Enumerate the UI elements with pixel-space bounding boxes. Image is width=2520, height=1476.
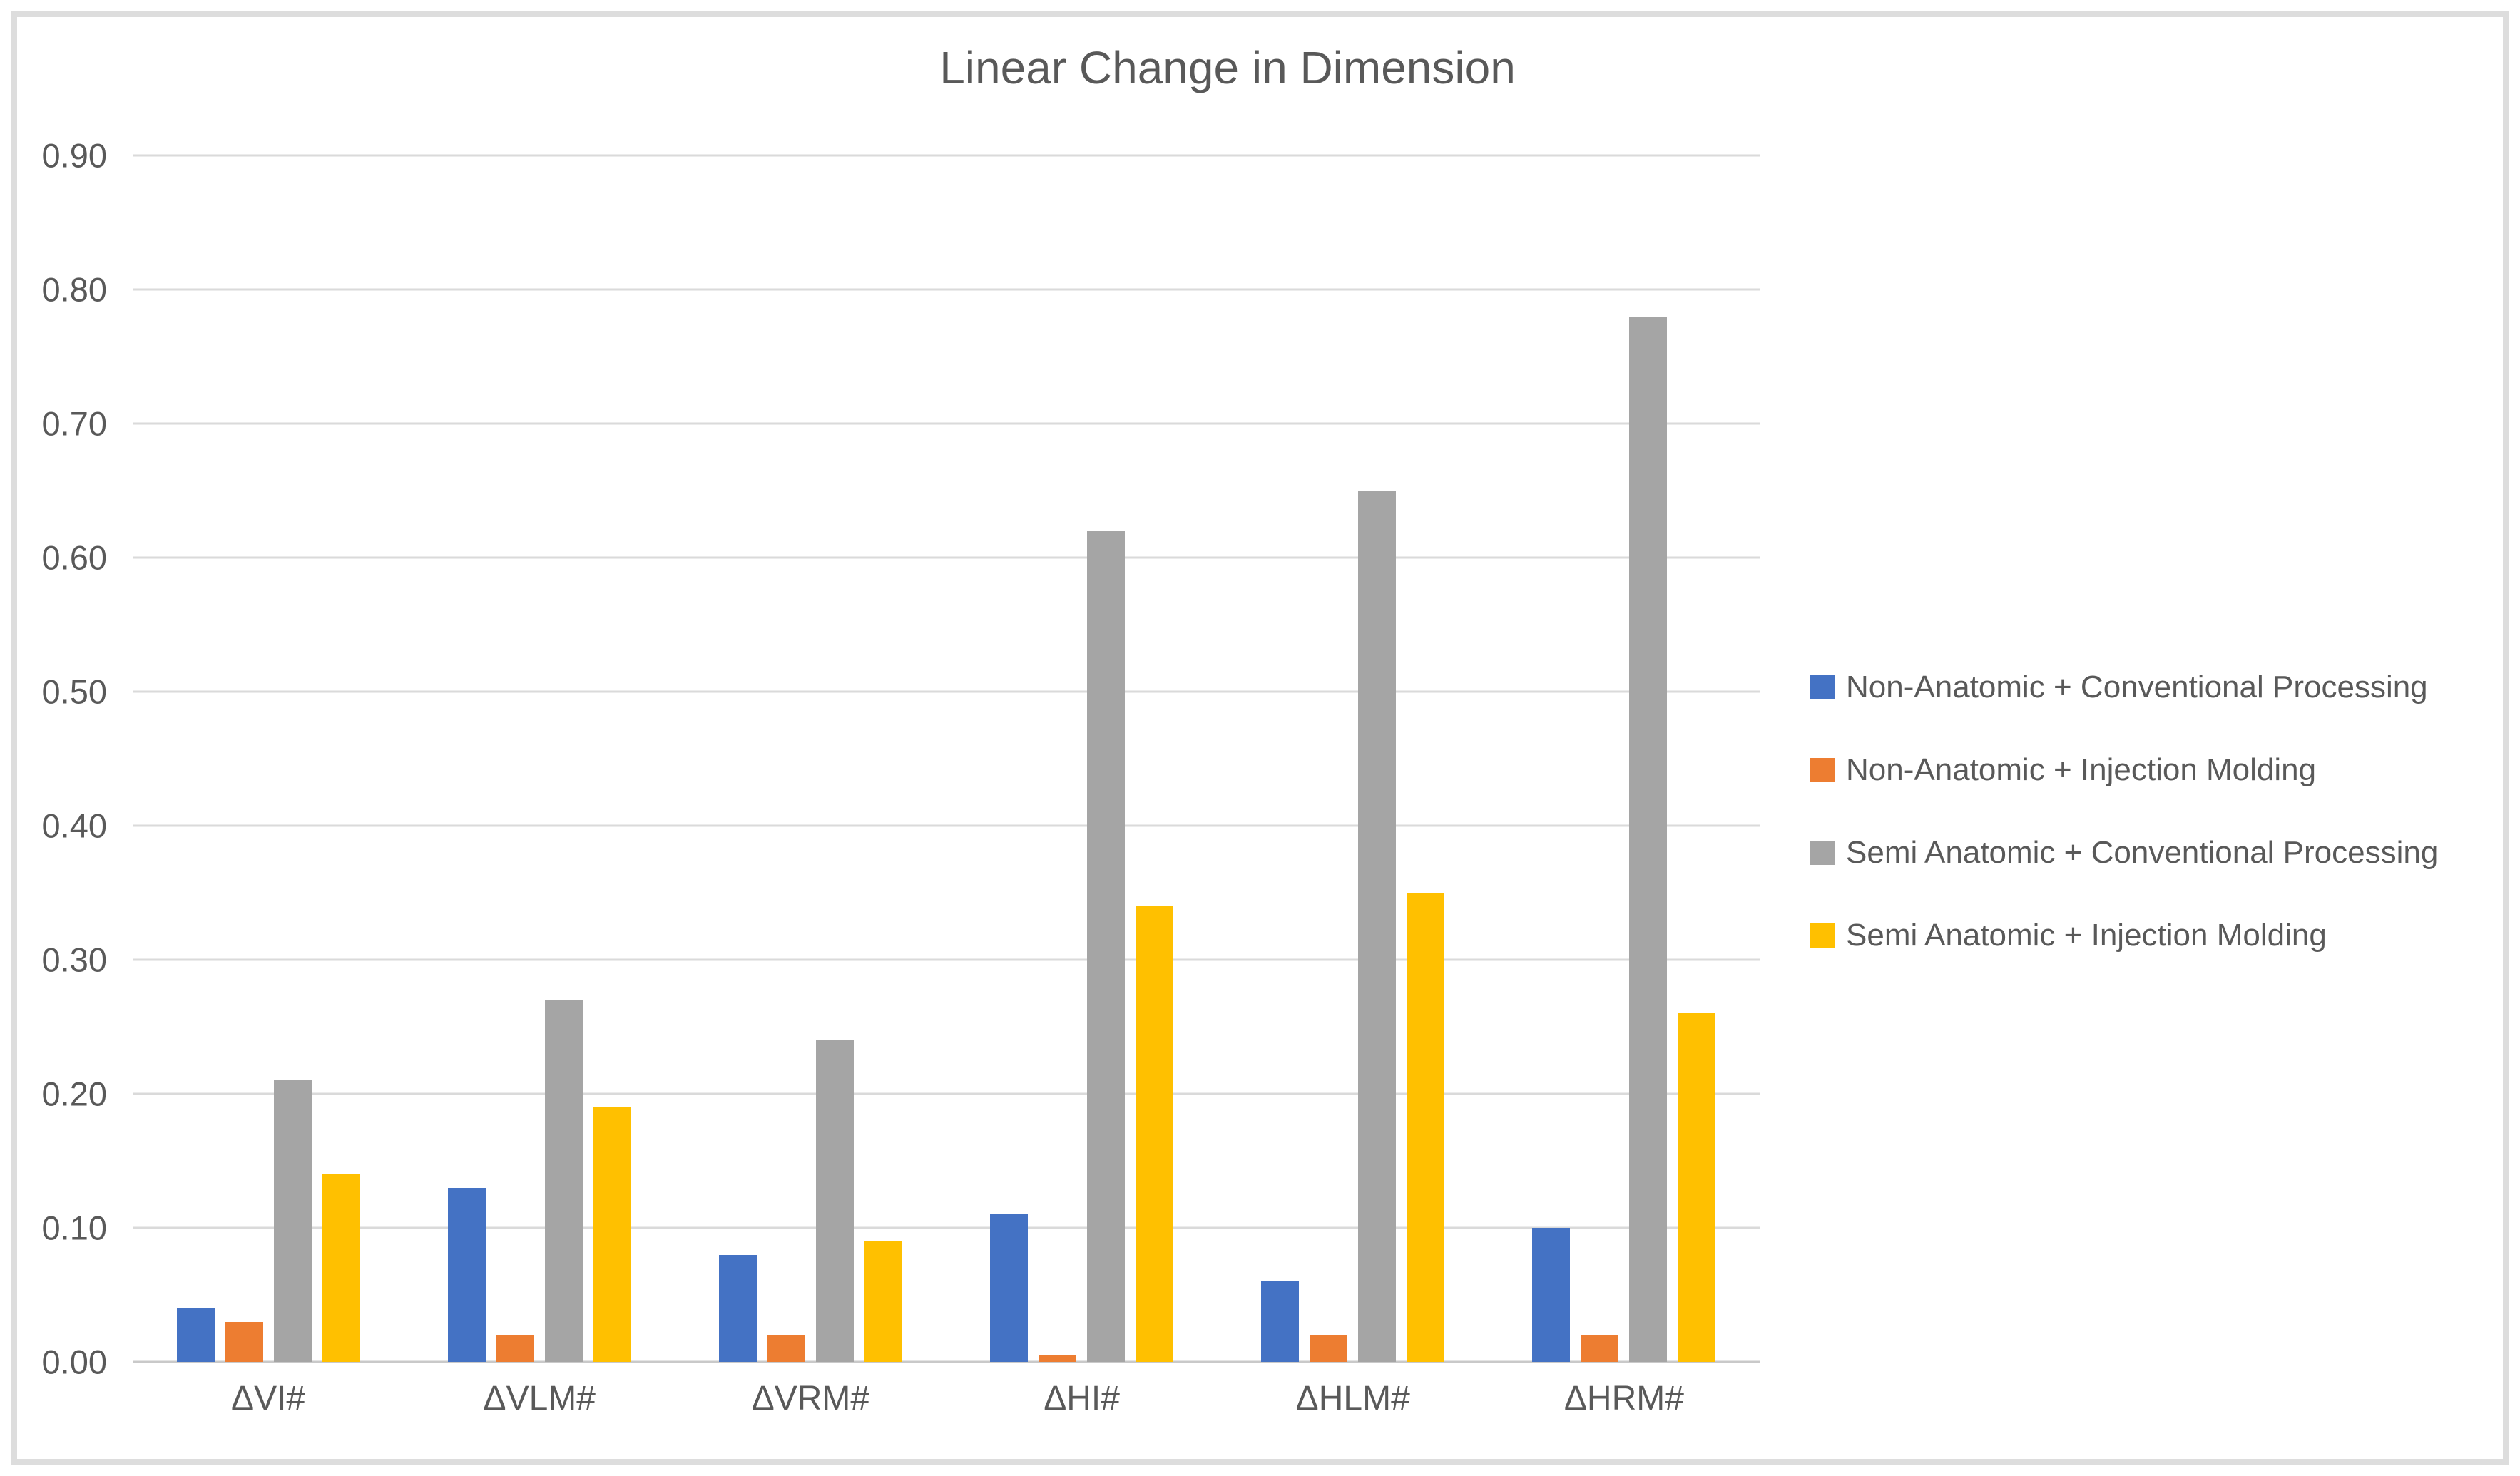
legend-label: Semi Anatomic + Conventional Processing: [1846, 835, 2439, 870]
bar-ΔVI#-Non-Anatomic + Conventional Processing: [176, 1308, 215, 1362]
bar-ΔVI#-Non-Anatomic + Injection Molding: [225, 1321, 263, 1362]
bar-group-ΔVRM#: [675, 155, 946, 1362]
x-axis-line: [133, 1360, 1760, 1363]
legend-swatch-icon: [1810, 758, 1835, 782]
y-tick-label-0.70: 0.70: [41, 404, 107, 443]
bar-ΔHRM#-Semi Anatomic + Conventional Processing: [1629, 316, 1668, 1362]
bar-ΔVRM#-Non-Anatomic + Conventional Processing: [718, 1254, 757, 1362]
y-tick-label-0.90: 0.90: [41, 136, 107, 175]
gridline-0.50: [133, 690, 1760, 693]
legend-swatch-icon: [1810, 675, 1835, 699]
legend-label: Non-Anatomic + Injection Molding: [1846, 752, 2317, 787]
y-tick-label-0.80: 0.80: [41, 270, 107, 309]
chart-title: Linear Change in Dimension: [939, 42, 1516, 93]
bar-group-ΔVLM#: [404, 155, 675, 1362]
bar-ΔVLM#-Semi Anatomic + Injection Molding: [593, 1107, 631, 1362]
legend-item-Semi Anatomic + Conventional Processing: Semi Anatomic + Conventional Processing: [1810, 834, 2438, 871]
bar-ΔVRM#-Semi Anatomic + Injection Molding: [864, 1241, 902, 1362]
legend-swatch-icon: [1810, 841, 1835, 865]
gridline-0.30: [133, 958, 1760, 961]
bar-ΔVI#-Semi Anatomic + Conventional Processing: [273, 1080, 312, 1362]
bar-ΔVI#-Semi Anatomic + Injection Molding: [322, 1174, 360, 1362]
bar-ΔHRM#-Non-Anatomic + Conventional Processing: [1532, 1228, 1571, 1362]
gridline-0.90: [133, 154, 1760, 157]
bar-ΔVLM#-Semi Anatomic + Conventional Processing: [544, 1000, 583, 1362]
bar-group-ΔHLM#: [1218, 155, 1489, 1362]
y-tick-label-0.10: 0.10: [41, 1209, 107, 1247]
bar-group-ΔVI#: [133, 155, 404, 1362]
legend-item-Non-Anatomic + Injection Molding: Non-Anatomic + Injection Molding: [1810, 752, 2438, 789]
x-label-ΔHRM#: ΔHRM#: [1563, 1380, 1684, 1418]
bar-ΔHRM#-Semi Anatomic + Injection Molding: [1678, 1013, 1716, 1362]
legend-item-Semi Anatomic + Injection Molding: Semi Anatomic + Injection Molding: [1810, 917, 2438, 954]
bar-ΔVRM#-Non-Anatomic + Injection Molding: [767, 1335, 805, 1362]
x-label-ΔVRM#: ΔVRM#: [751, 1380, 870, 1418]
bar-ΔVRM#-Semi Anatomic + Conventional Processing: [815, 1040, 854, 1362]
bar-ΔHLM#-Semi Anatomic + Conventional Processing: [1358, 491, 1397, 1362]
bar-group-ΔHRM#: [1489, 155, 1760, 1362]
bar-ΔHLM#-Semi Anatomic + Injection Molding: [1407, 893, 1445, 1362]
x-label-ΔVI#: ΔVI#: [231, 1380, 306, 1418]
y-tick-label-0.00: 0.00: [41, 1343, 107, 1381]
bar-ΔHLM#-Non-Anatomic + Injection Molding: [1310, 1335, 1348, 1362]
gridline-0.70: [133, 422, 1760, 425]
bar-ΔHI#-Semi Anatomic + Conventional Processing: [1087, 531, 1126, 1362]
y-tick-label-0.60: 0.60: [41, 538, 107, 577]
x-label-ΔVLM#: ΔVLM#: [483, 1380, 596, 1418]
x-label-ΔHLM#: ΔHLM#: [1295, 1380, 1410, 1418]
chart-legend: Non-Anatomic + Conventional Processing No…: [1810, 669, 2438, 1000]
bar-ΔVLM#-Non-Anatomic + Conventional Processing: [447, 1187, 486, 1362]
bar-ΔHI#-Semi Anatomic + Injection Molding: [1136, 906, 1174, 1362]
legend-label: Semi Anatomic + Injection Molding: [1846, 918, 2327, 953]
bar-group-ΔHI#: [947, 155, 1218, 1362]
y-tick-label-0.50: 0.50: [41, 672, 107, 711]
legend-label: Non-Anatomic + Conventional Processing: [1846, 670, 2428, 704]
y-tick-label-0.20: 0.20: [41, 1075, 107, 1113]
plot-area: [133, 154, 1760, 1363]
bar-ΔVLM#-Non-Anatomic + Injection Molding: [496, 1335, 534, 1362]
gridline-0.10: [133, 1226, 1760, 1229]
y-tick-label-0.40: 0.40: [41, 806, 107, 845]
x-label-ΔHI#: ΔHI#: [1044, 1380, 1120, 1418]
legend-swatch-icon: [1810, 923, 1835, 948]
chart-frame-border: [11, 11, 2509, 1465]
y-tick-label-0.30: 0.30: [41, 941, 107, 979]
bar-ΔHLM#-Non-Anatomic + Conventional Processing: [1261, 1281, 1300, 1362]
legend-item-Non-Anatomic + Conventional Processing: Non-Anatomic + Conventional Processing: [1810, 669, 2438, 706]
bar-ΔHI#-Non-Anatomic + Injection Molding: [1039, 1355, 1077, 1362]
gridline-0.40: [133, 824, 1760, 827]
gridline-0.80: [133, 288, 1760, 291]
gridline-0.60: [133, 556, 1760, 559]
bar-ΔHRM#-Non-Anatomic + Injection Molding: [1581, 1335, 1619, 1362]
gridline-0.20: [133, 1092, 1760, 1095]
bar-ΔHI#-Non-Anatomic + Conventional Processing: [990, 1214, 1029, 1362]
